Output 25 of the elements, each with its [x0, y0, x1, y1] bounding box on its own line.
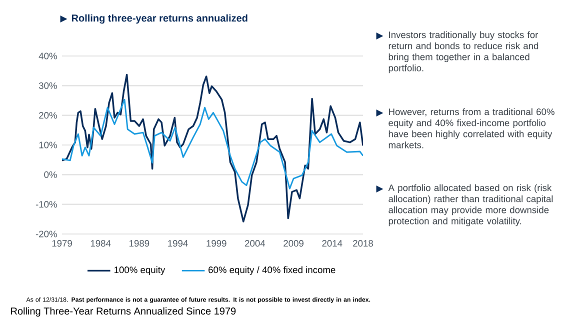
- y-tick-label: 20%: [39, 112, 57, 119]
- y-tick-label: 30%: [38, 82, 57, 89]
- text: Investors traditionally buy stocks for return and bonds to reduce risk and bring them together in a balanced portfolio.: [388, 31, 538, 74]
- legend-label: 60% equity / 40% fixed income: [208, 266, 336, 276]
- x-tick-label: 1979: [52, 240, 72, 247]
- legend-label: 100% equity: [114, 266, 166, 276]
- x-tick-label: 2018: [353, 240, 373, 247]
- text: Rolling Three-Year Returns Annualized Since 1979: [11, 307, 236, 317]
- x-tick-label: 1989: [130, 240, 150, 247]
- y-tick-label: -20%: [36, 230, 57, 238]
- x-tick-label: 1994: [168, 240, 188, 247]
- text: However, returns from a traditional 60% equity and 40% fixed-income portfolio have been highly correlated with equity markets.: [388, 108, 554, 148]
- x-tick-label: 1984: [90, 240, 111, 247]
- y-tick-label: -10%: [36, 201, 57, 208]
- text: A portfolio allocated based on risk (risk allocation) rather than traditional capital allocation may provide more downside protection and mitigate volatility.: [388, 184, 553, 226]
- line-series: [62, 74, 364, 222]
- y-tick-label: 10%: [39, 142, 57, 148]
- x-tick-label: 2004: [245, 240, 266, 247]
- chart-title: Rolling three-year returns annualized: [72, 14, 248, 24]
- y-tick-label: 40%: [38, 52, 57, 60]
- line-series: [62, 98, 364, 190]
- x-tick-label: 2014: [322, 240, 342, 247]
- y-tick-label: 0%: [44, 171, 57, 178]
- x-tick-label: 1999: [206, 240, 226, 247]
- x-tick-label: 2009: [284, 240, 304, 247]
